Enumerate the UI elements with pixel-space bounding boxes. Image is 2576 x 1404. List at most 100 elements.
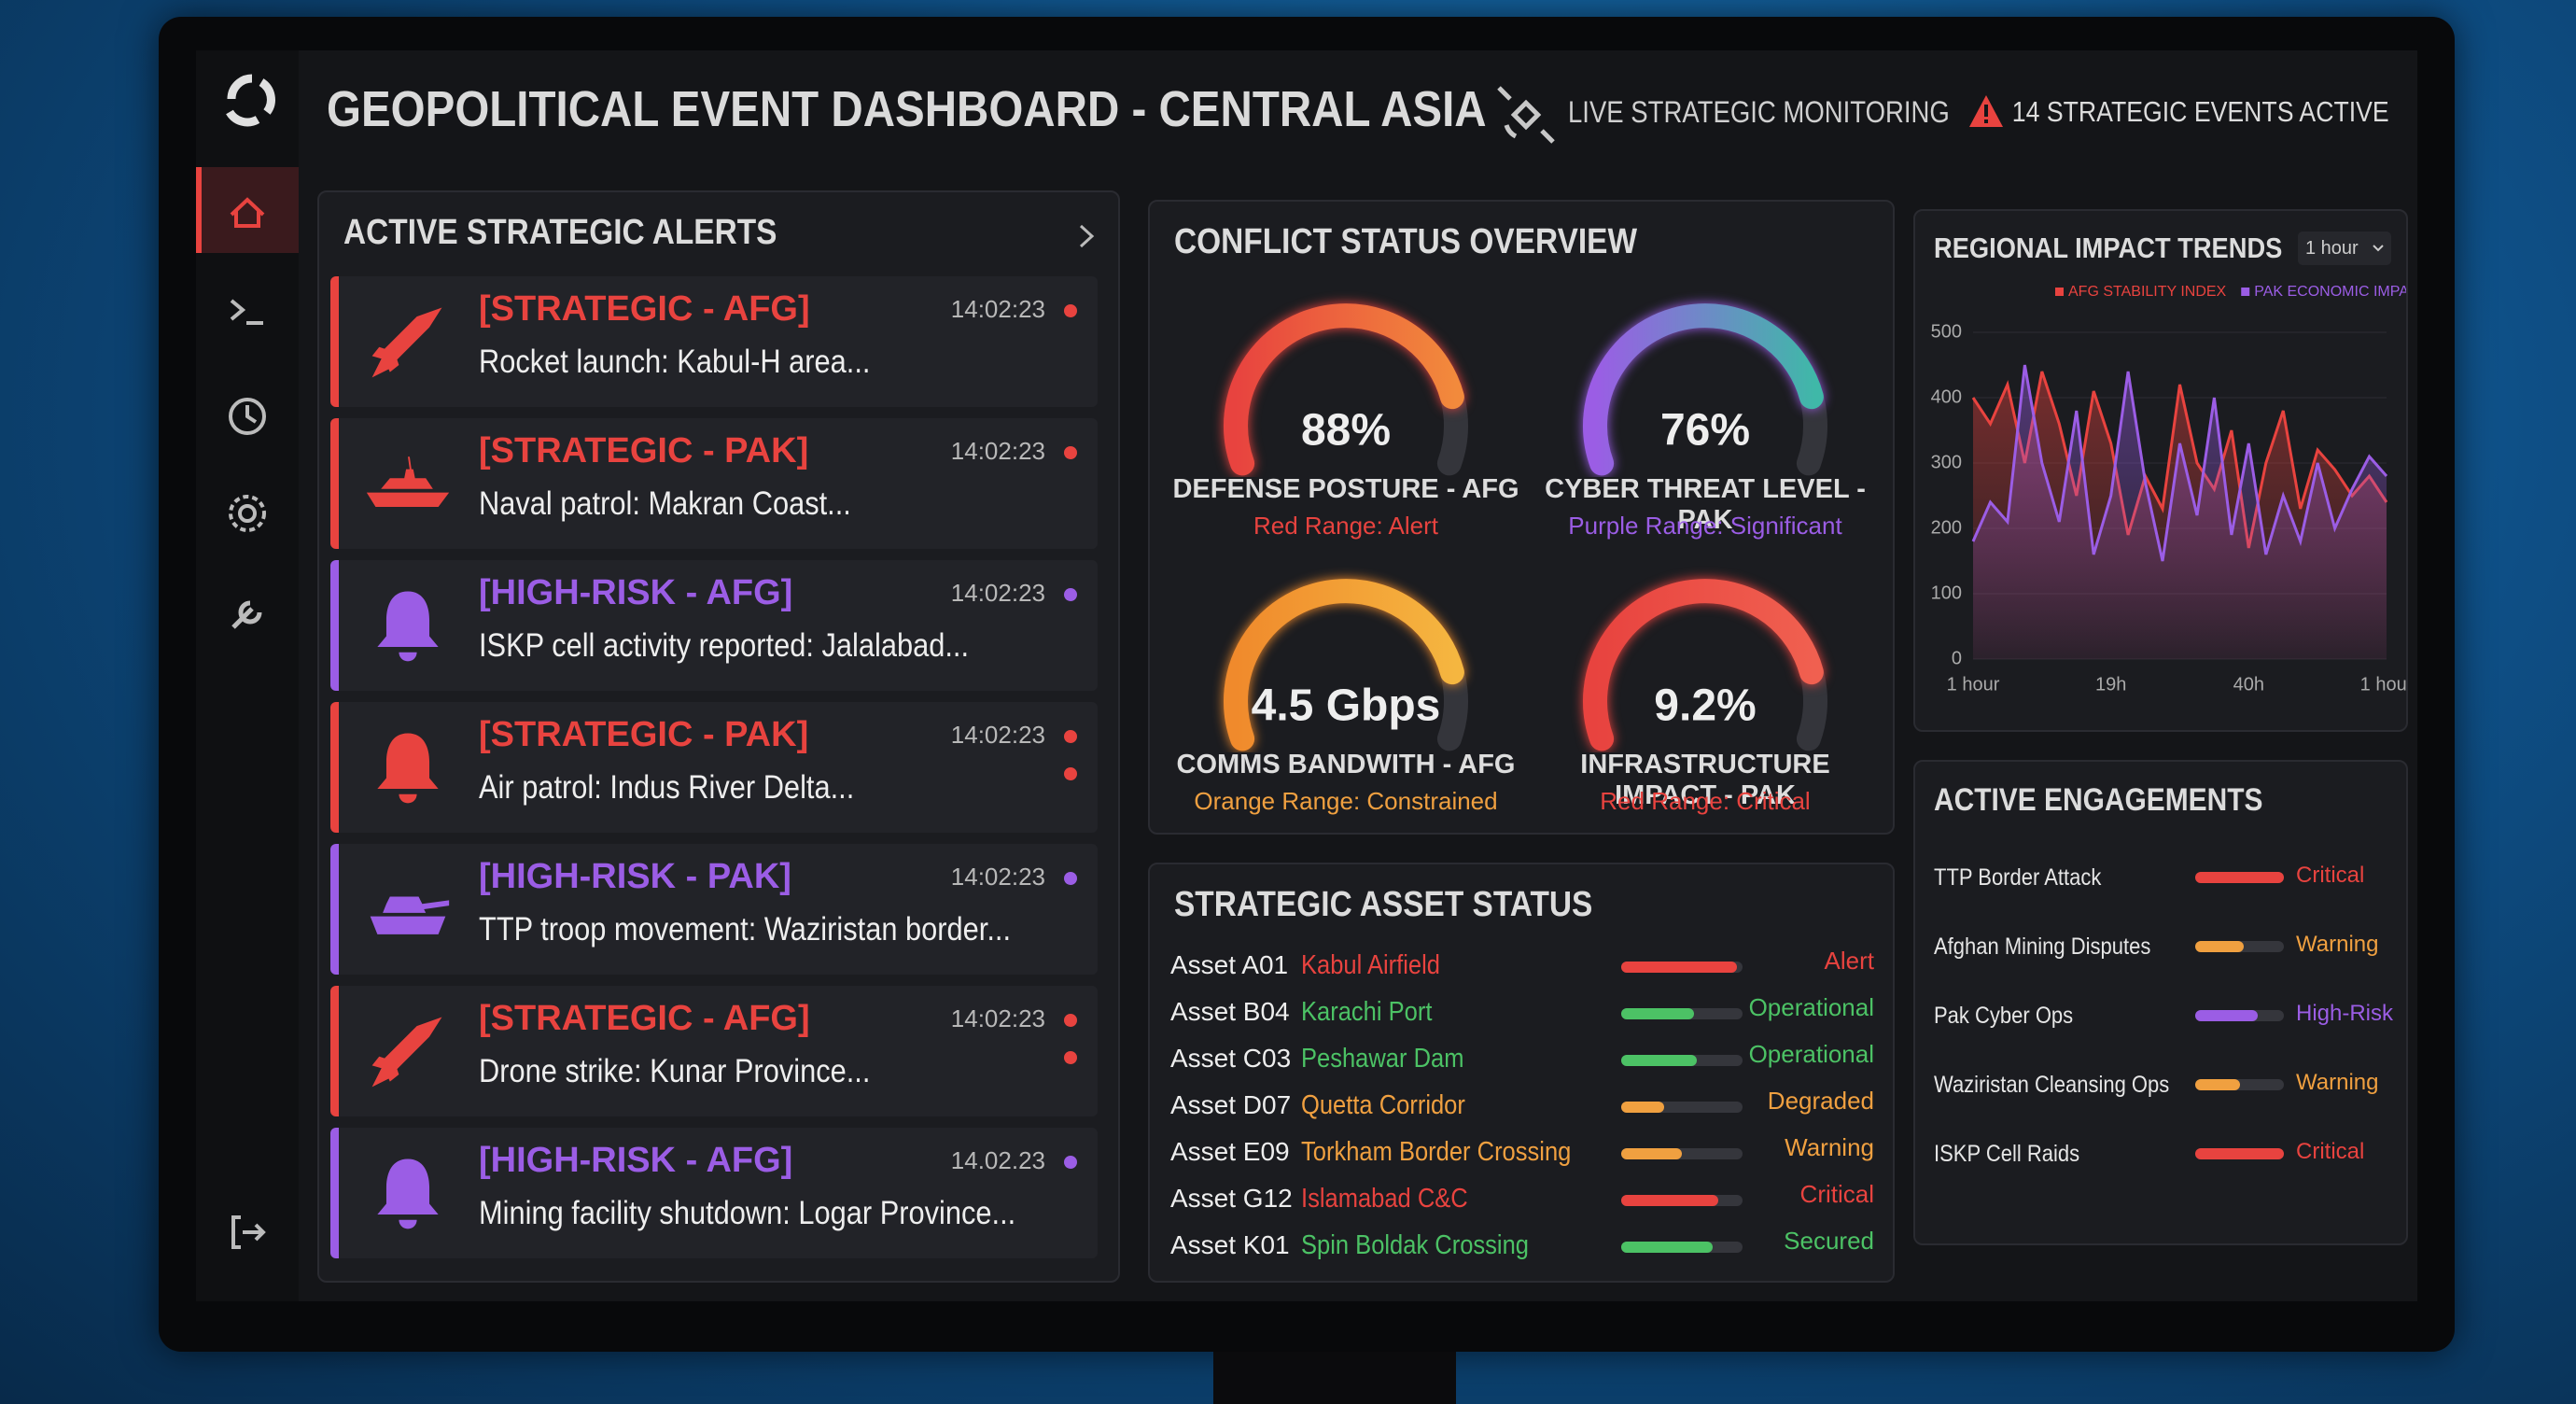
gauge-value: 88% <box>1301 406 1391 456</box>
engagement-fill <box>2195 1010 2258 1021</box>
home-icon[interactable] <box>230 197 265 228</box>
asset-id: Asset D07 <box>1170 1090 1292 1119</box>
gauge-label: COMMS BANDWITH - AFG <box>1176 750 1516 779</box>
line-chart: 0 100 200 300 400 500 1 hour 19h 40h 1 hour AFG ST… <box>1931 284 2408 695</box>
gauge-graphic: 9.2% <box>1583 579 1827 751</box>
nav-active[interactable] <box>196 167 299 253</box>
alert-item[interactable]: [HIGH-RISK - AFG] ISKP cell activity repo… <box>330 560 1098 691</box>
status-bar <box>1621 1242 1743 1253</box>
clock-icon[interactable] <box>229 398 266 435</box>
engagement-status: Warning <box>2296 932 2379 957</box>
gauge-arc <box>1583 579 1827 751</box>
status-bar <box>1621 1148 1743 1159</box>
gauge-range: Red Range: Critical <box>1600 787 1811 815</box>
asset-id: Asset C03 <box>1170 1044 1292 1073</box>
status-fill <box>1621 1008 1694 1019</box>
alert-icon <box>377 591 439 662</box>
alert-item[interactable]: [STRATEGIC - PAK] Naval patrol: Makran Co… <box>330 418 1098 549</box>
terminal-icon[interactable] <box>230 299 263 325</box>
nav-indicator <box>196 167 202 253</box>
x-tick-label: 1 hour <box>2360 674 2408 695</box>
engagement-name: Waziristan Cleansing Ops <box>1934 1072 2170 1098</box>
alert-icon <box>377 1158 439 1229</box>
x-tick-label: 40h <box>2233 674 2264 695</box>
alert-item[interactable]: [HIGH-RISK - AFG] Mining facility shutdow… <box>330 1128 1098 1258</box>
status-fill <box>1621 1148 1682 1159</box>
engagement-status: High-Risk <box>2296 1001 2394 1026</box>
trends-panel: REGIONAL IMPACT TRENDS 1 hour 0 100 200 300… <box>1913 209 2408 732</box>
asset-id: Asset B04 <box>1170 997 1290 1026</box>
y-tick-label: 300 <box>1931 452 1962 472</box>
conflict-panel: CONFLICT STATUS OVERVIEW 88% DEFENSE POST… <box>1148 200 1895 835</box>
monitor-stand <box>1213 1352 1456 1404</box>
y-tick-label: 100 <box>1931 583 1962 603</box>
logo <box>226 74 275 127</box>
alert-time: 14:02:23 <box>950 863 1045 891</box>
gauge-value: 76% <box>1660 406 1750 456</box>
asset-id: Asset A01 <box>1170 950 1289 979</box>
gauge-label: DEFENSE POSTURE - AFG <box>1172 474 1519 504</box>
alert-tag: [HIGH-RISK - AFG] <box>479 1141 793 1180</box>
status-dot <box>1064 1156 1077 1169</box>
icon-shape <box>377 1158 439 1229</box>
alert-time: 14:02:23 <box>950 295 1045 323</box>
alert-tag: [STRATEGIC - AFG] <box>479 999 810 1038</box>
status-bar <box>1621 1195 1743 1206</box>
alert-tag: [HIGH-RISK - PAK] <box>479 857 791 896</box>
nav-icons <box>196 74 299 1249</box>
alert-tag: [STRATEGIC - PAK] <box>479 715 809 754</box>
dashboard-title: GEOPOLITICAL EVENT DASHBOARD - CENTRAL A… <box>327 81 1487 137</box>
logout-icon[interactable] <box>231 1215 266 1249</box>
gauge-arc <box>1224 579 1468 751</box>
alert-text: TTP troop movement: Waziristan border... <box>479 911 1012 948</box>
asset-name: Islamabad C&C <box>1301 1184 1468 1214</box>
y-tick-label: 200 <box>1931 517 1962 538</box>
alert-time: 14:02:23 <box>950 1004 1045 1032</box>
engagement-bar <box>2195 1010 2284 1021</box>
y-tick-label: 0 <box>1952 648 1962 668</box>
alert-icon <box>377 733 439 804</box>
status-dot <box>1064 730 1077 743</box>
engagement-fill <box>2195 872 2284 883</box>
panel-title: STRATEGIC ASSET STATUS <box>1174 885 1593 924</box>
alert-icon <box>371 307 442 378</box>
asset-status: Secured <box>1784 1227 1874 1255</box>
alert-item[interactable]: [STRATEGIC - AFG] Drone strike: Kunar Pro… <box>330 986 1098 1116</box>
panel-title: CONFLICT STATUS OVERVIEW <box>1174 222 1638 261</box>
time-dropdown[interactable]: 1 hour <box>2298 232 2391 265</box>
asset-id: Asset G12 <box>1170 1184 1293 1213</box>
asset-name: Spin Boldak Crossing <box>1301 1230 1529 1260</box>
settings-icon[interactable] <box>229 495 266 532</box>
gauge-value: 4.5 Gbps <box>1252 681 1441 731</box>
x-tick-label: 19h <box>2095 674 2126 695</box>
alert-tag: [HIGH-RISK - AFG] <box>479 573 793 612</box>
status-fill <box>1621 1055 1697 1066</box>
tools-icon[interactable] <box>231 600 262 629</box>
status-fill <box>1621 962 1737 973</box>
gauge: 9.2% INFRASTRUCTURE IMPACT - PAK Red Range… <box>1528 552 1883 822</box>
alert-text: Drone strike: Kunar Province... <box>479 1053 871 1089</box>
dropdown-arrow <box>2373 245 2384 252</box>
gauge-value: 9.2% <box>1654 681 1756 731</box>
engagement-bar <box>2195 1079 2284 1090</box>
engagement-bar <box>2195 941 2284 952</box>
gauge-label: INFRASTRUCTURE IMPACT - PAK <box>1580 750 1830 810</box>
icon-shape <box>377 591 439 662</box>
alert-text: Air patrol: Indus River Delta... <box>479 769 855 806</box>
asset-status: Warning <box>1785 1133 1874 1161</box>
alert-item[interactable]: [STRATEGIC - AFG] Rocket launch: Kabul-H … <box>330 276 1098 407</box>
sidebar <box>196 50 299 1301</box>
legend-label: AFG STABILITY INDEX <box>2068 284 2227 300</box>
status-fill <box>1621 1242 1713 1253</box>
chevron[interactable] <box>1077 222 1096 250</box>
alert-text: Rocket launch: Kabul-H area... <box>479 344 871 380</box>
alert-text: Mining facility shutdown: Logar Province… <box>479 1195 1016 1231</box>
asset-status: Operational <box>1748 1040 1874 1068</box>
monitor: GEOPOLITICAL EVENT DASHBOARD - CENTRAL A… <box>159 17 2455 1352</box>
alert-item[interactable]: [HIGH-RISK - PAK] TTP troop movement: Waz… <box>330 844 1098 975</box>
live-monitoring: LIVE STRATEGIC MONITORING <box>1568 95 1950 129</box>
alert-item[interactable]: [STRATEGIC - PAK] Air patrol: Indus River… <box>330 702 1098 833</box>
alert-time: 14:02:23 <box>950 579 1045 607</box>
series-line <box>1971 364 2388 562</box>
